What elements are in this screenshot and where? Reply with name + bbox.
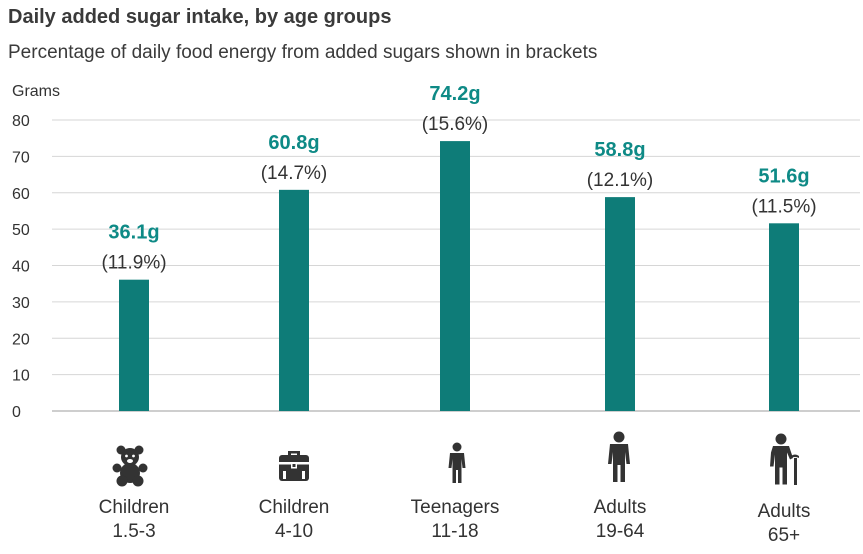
teddy-bear-icon	[112, 445, 148, 487]
y-tick-label: 80	[12, 113, 30, 130]
percent-label: (14.7%)	[261, 163, 328, 184]
y-tick-label: 20	[12, 331, 30, 348]
adult-icon	[608, 431, 630, 482]
percent-label: (15.6%)	[422, 114, 489, 135]
value-label: 60.8g	[268, 132, 319, 154]
category-label-line1: Adults	[594, 497, 647, 518]
bar	[119, 279, 149, 411]
value-label: 74.2g	[429, 83, 480, 105]
y-tick-label: 0	[12, 404, 21, 421]
category-label-line2: 4-10	[275, 521, 313, 542]
y-tick-label: 50	[12, 222, 30, 239]
category-label-line1: Children	[259, 497, 330, 518]
school-bag-icon	[279, 451, 309, 481]
y-tick-label: 70	[12, 149, 30, 166]
bar	[440, 141, 470, 411]
y-tick-label: 40	[12, 259, 30, 276]
bars	[119, 141, 799, 411]
category-label-line2: 1.5-3	[112, 521, 155, 542]
category-labels: Children 1.5-3 Children 4-10 Teenagers 11-18 A…	[99, 497, 811, 546]
y-tick-label: 30	[12, 295, 30, 312]
chart-subtitle: Percentage of daily food energy from add…	[8, 42, 597, 63]
y-axis-ticks: 0 10 20 30 40 50 60 70 80	[12, 113, 30, 421]
y-axis-label: Grams	[12, 83, 60, 100]
value-label: 36.1g	[108, 222, 159, 244]
category-label-line2: 19-64	[596, 521, 645, 542]
y-tick-label: 10	[12, 368, 30, 385]
category-label-line2: 65+	[768, 525, 800, 546]
category-icons	[112, 431, 799, 487]
category-label-line2: 11-18	[431, 521, 478, 542]
elderly-with-cane-icon	[770, 433, 799, 485]
percent-label: (12.1%)	[587, 170, 654, 191]
bar	[605, 197, 635, 411]
teenager-icon	[448, 442, 466, 483]
percent-label: (11.9%)	[101, 253, 166, 274]
value-label: 58.8g	[594, 139, 645, 161]
category-label-line1: Adults	[758, 501, 811, 522]
category-label-line1: Children	[99, 497, 170, 518]
percent-label: (11.5%)	[751, 196, 816, 217]
y-tick-label: 60	[12, 186, 30, 203]
bar	[279, 189, 309, 411]
bar	[769, 223, 799, 411]
chart-title: Daily added sugar intake, by age groups	[8, 6, 391, 28]
data-labels: 36.1g (11.9%) 60.8g (14.7%) 74.2g (15.6%) 58.8…	[101, 83, 816, 274]
value-label: 51.6g	[758, 165, 809, 187]
category-label-line1: Teenagers	[411, 497, 500, 518]
